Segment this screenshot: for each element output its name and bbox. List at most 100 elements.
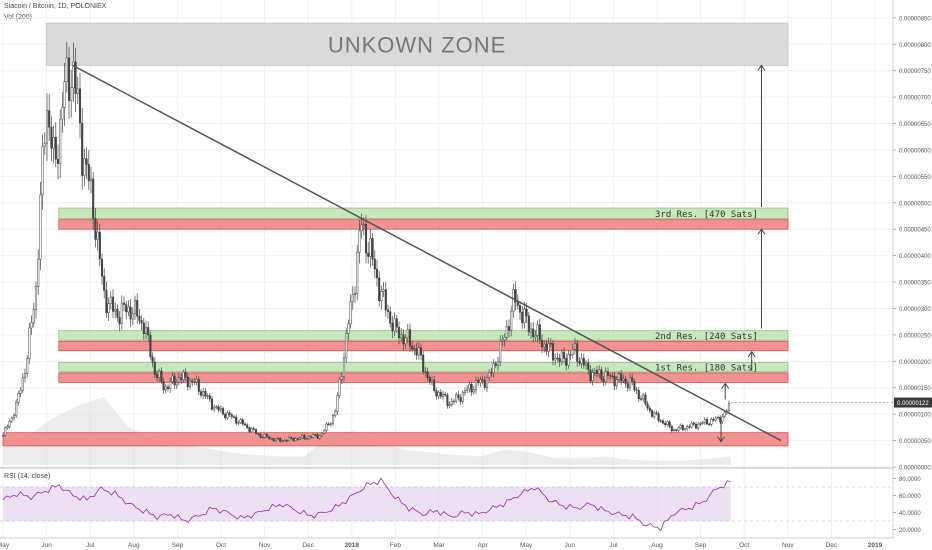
candle-body (661, 420, 665, 424)
candle-body (208, 395, 211, 400)
candle-body (342, 357, 346, 377)
candle-body (441, 393, 445, 397)
candle-body (21, 377, 24, 391)
rsi-line (2, 477, 731, 532)
candle-body (714, 417, 717, 421)
candle-body (144, 327, 148, 335)
candle-body (415, 348, 418, 356)
candle-body (351, 294, 354, 302)
candle-body (595, 370, 599, 374)
candle-body (701, 422, 704, 424)
candle-body (204, 391, 207, 397)
price-tick-label: 0.00000250 (899, 333, 931, 339)
candle-body (224, 413, 227, 419)
candle-body (646, 403, 649, 409)
candle-body (127, 306, 130, 313)
price-tick-label: 0.00000650 (899, 122, 931, 128)
trendline (72, 64, 782, 442)
candle-body (232, 416, 236, 418)
candle-body (457, 394, 460, 398)
candle-body (582, 357, 585, 366)
candle-body (265, 433, 269, 438)
candle-body (494, 363, 497, 366)
candle-body (452, 400, 456, 403)
candle-body (712, 419, 715, 421)
unknown-zone (45, 22, 789, 66)
time-tick-label: Nov (259, 542, 271, 549)
candle-body (424, 371, 427, 373)
candle-body (727, 403, 731, 412)
time-tick-label: Sep (695, 542, 707, 549)
candle-body (111, 296, 115, 312)
candle-body (373, 258, 376, 270)
candle-body (694, 423, 698, 429)
candle-body (263, 433, 266, 438)
candle-body (32, 309, 35, 323)
candle-body (602, 379, 605, 383)
candle-body (655, 412, 658, 414)
candle-body (235, 416, 238, 424)
candle-body (479, 379, 482, 384)
candle-body (411, 345, 414, 350)
candle-body (672, 429, 676, 432)
candle-body (276, 437, 280, 440)
candle-body (23, 373, 27, 379)
candle-body (248, 427, 251, 432)
price-tick-label: 0.00000400 (899, 254, 931, 260)
candle-body (287, 437, 291, 441)
candle-body (703, 419, 706, 423)
candle-body (294, 438, 297, 441)
candle-body (529, 328, 533, 333)
candle-body (639, 398, 643, 400)
candle-body (162, 381, 165, 391)
candle-body (213, 406, 216, 410)
candle-body (158, 370, 161, 378)
candle-body (74, 61, 77, 94)
candle-body (428, 377, 431, 383)
candle-body (316, 434, 319, 439)
candle-body (175, 382, 178, 386)
time-tick-label: Jun (565, 542, 576, 549)
support-zone (58, 219, 789, 230)
price-tick-label: 0.00000050 (899, 439, 931, 445)
candle-body (413, 348, 416, 350)
candle-body (364, 224, 368, 254)
candle-body (716, 416, 720, 419)
candle-body (345, 333, 348, 359)
candle-body (160, 370, 163, 382)
candle-body (250, 428, 253, 432)
candle-body (446, 394, 449, 406)
candle-body (525, 308, 528, 317)
candle-body (138, 315, 141, 321)
candle-body (593, 370, 596, 373)
candle-body (686, 426, 689, 430)
candle-body (50, 126, 53, 149)
candle-body (252, 428, 255, 430)
candle-body (650, 410, 654, 417)
candle-body (177, 377, 181, 383)
candle-body (169, 381, 172, 390)
candle-body (400, 334, 403, 339)
candle-body (576, 343, 579, 362)
candle-body (283, 440, 286, 442)
candle-body (512, 289, 515, 312)
candle-body (37, 258, 40, 287)
candle-body (314, 434, 317, 436)
candle-body (353, 292, 357, 295)
candle-body (384, 289, 387, 311)
candle-body (221, 408, 225, 415)
candle-body (103, 276, 106, 291)
candle-body (230, 414, 233, 418)
candle-body (468, 383, 471, 390)
candle-body (395, 318, 398, 328)
candle-body (4, 427, 7, 436)
candle-body (98, 231, 101, 260)
candle-body (151, 356, 154, 363)
candle-body (604, 371, 607, 383)
candle-body (549, 343, 552, 345)
candle-body (589, 369, 592, 382)
candle-body (567, 354, 570, 366)
candle-body (133, 300, 137, 314)
candle-body (217, 406, 220, 411)
